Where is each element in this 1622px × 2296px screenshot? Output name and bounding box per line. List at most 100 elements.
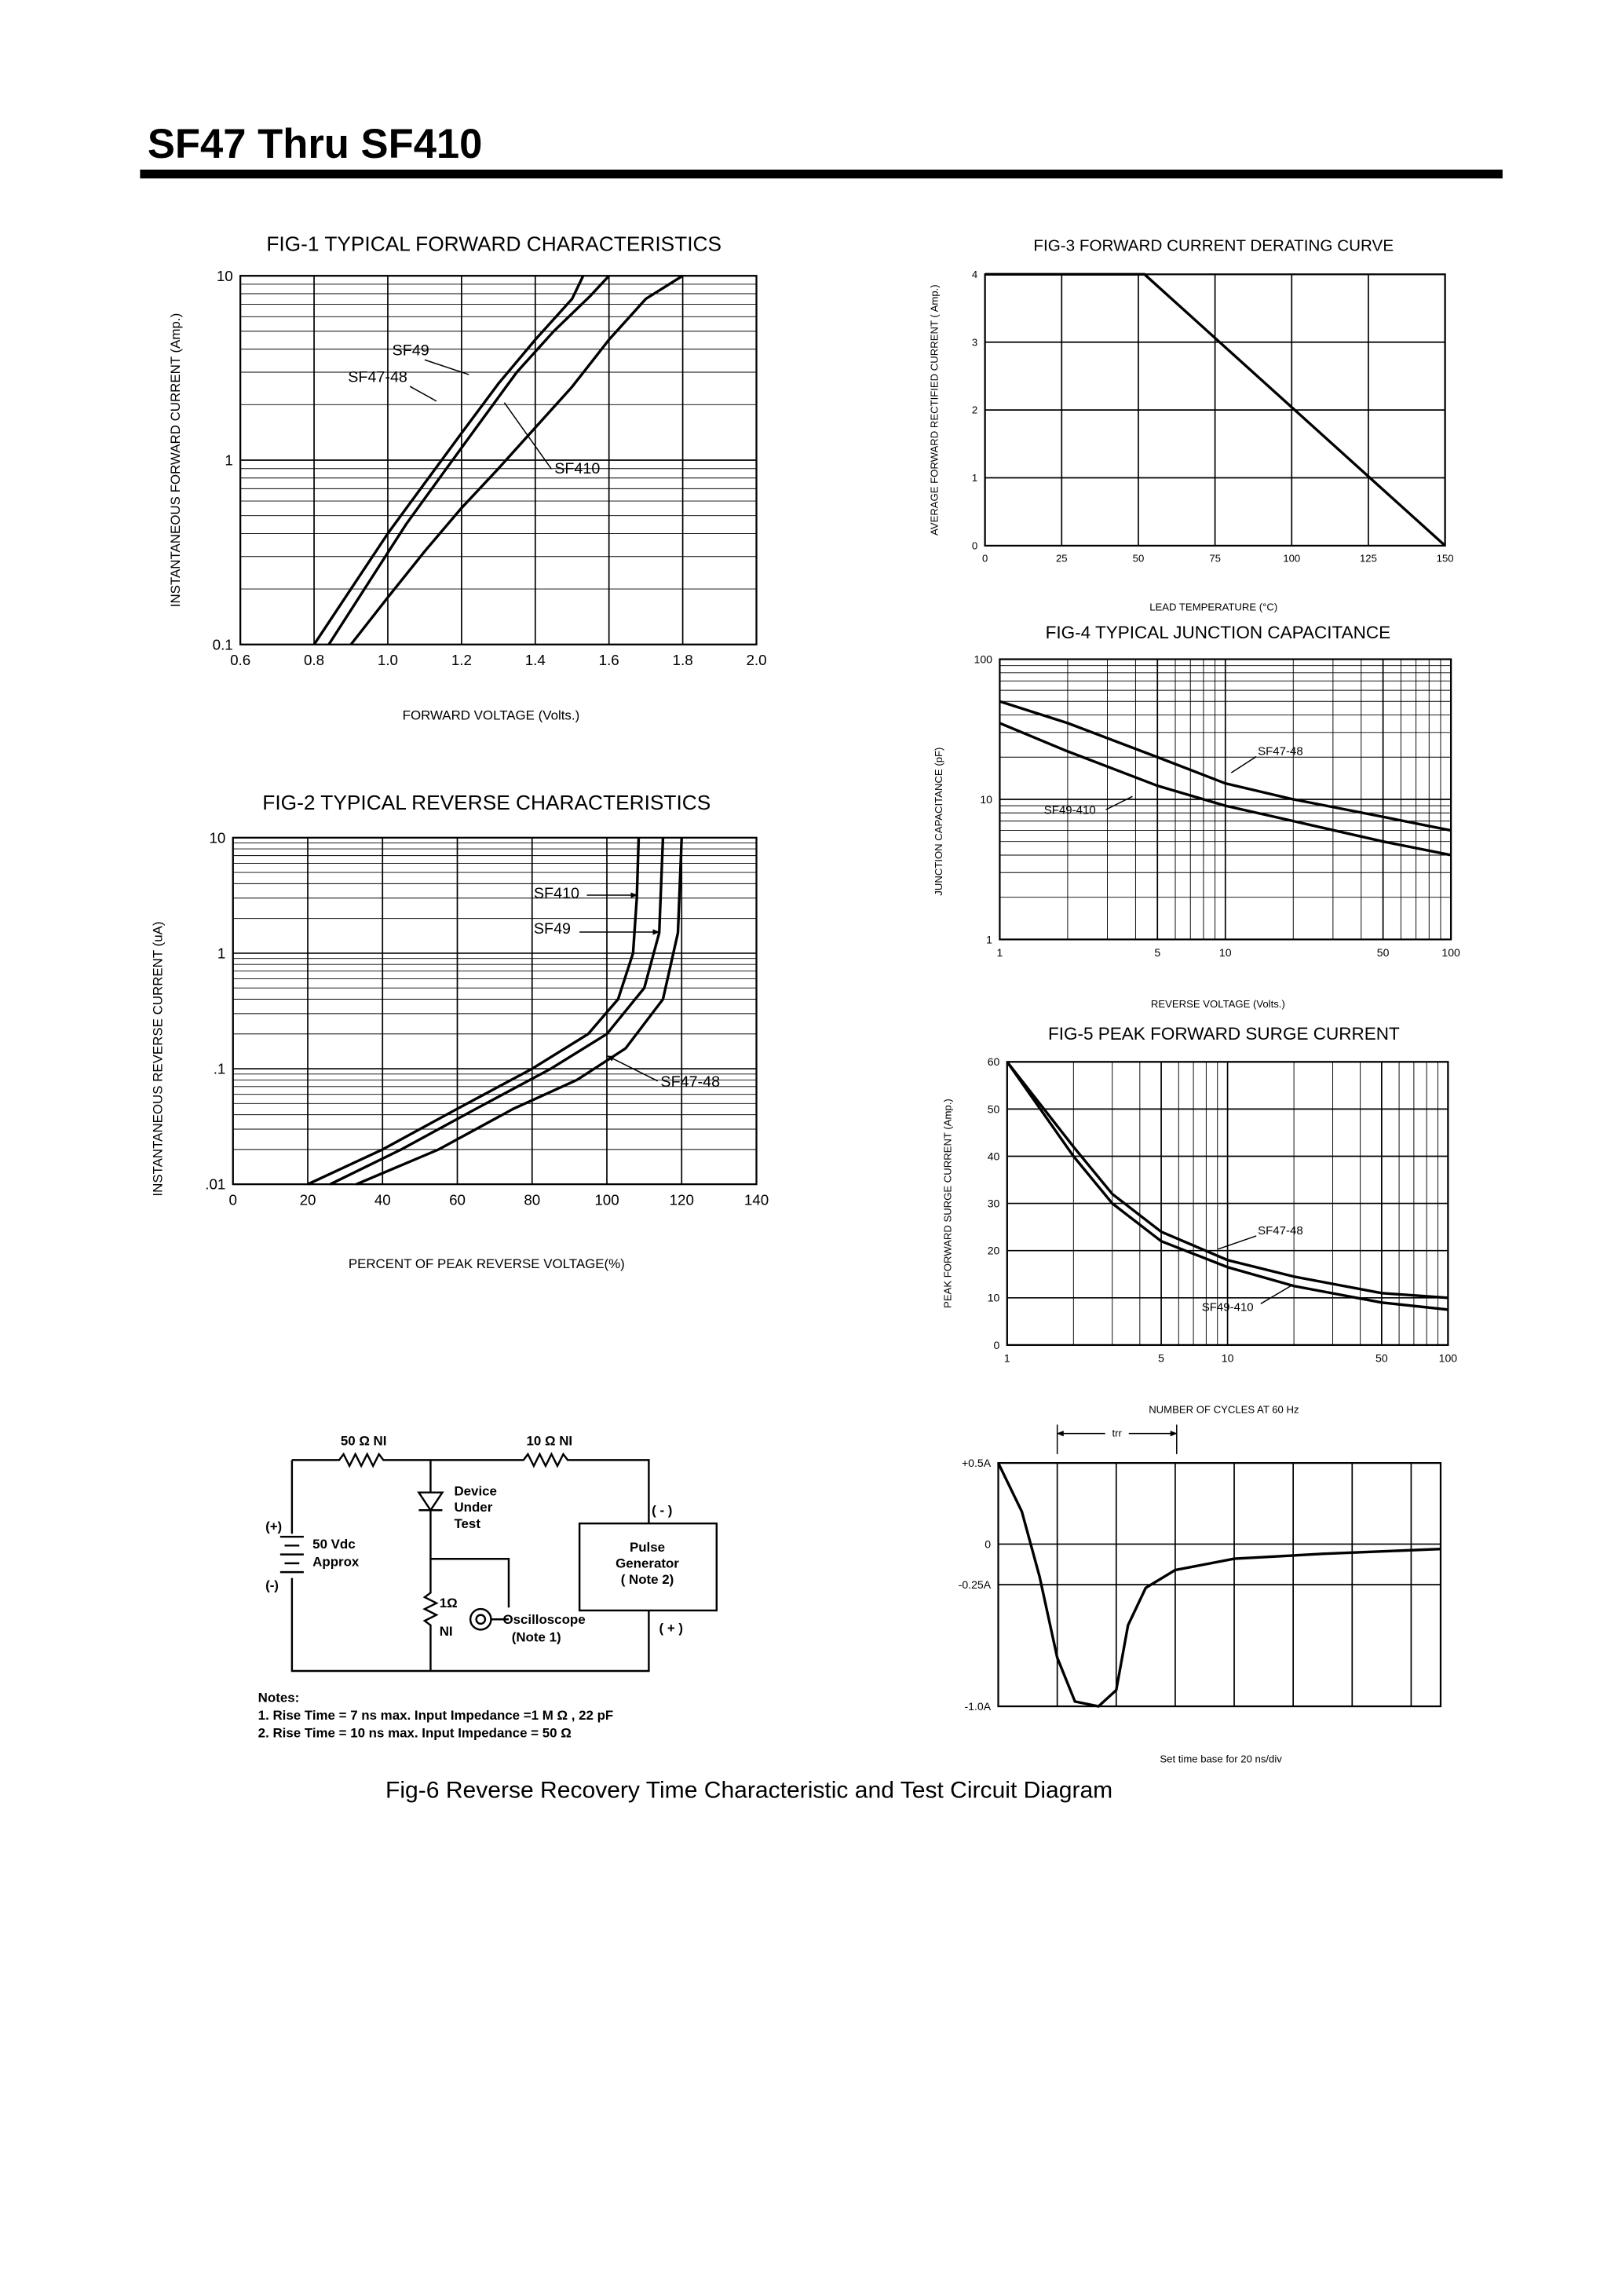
y-tick-label: 50 [988, 1102, 1000, 1115]
y-tick-label: .01 [205, 1176, 225, 1193]
x-tick-label: 100 [594, 1191, 619, 1208]
polarity-label: (+) [265, 1519, 282, 1534]
series-label: SF49-410 [1202, 1301, 1254, 1314]
chart-title: FIG-2 TYPICAL REVERSE CHARACTERISTICS [262, 791, 711, 814]
series-line [307, 837, 641, 1186]
y-tick-label: 0 [985, 1537, 991, 1550]
y-tick-label: 2 [972, 404, 977, 416]
leader-line [1218, 1235, 1257, 1250]
x-tick-label: 100 [1441, 946, 1460, 959]
dut-label: Device [454, 1483, 496, 1498]
x-axis-label: REVERSE VOLTAGE (Volts.) [1151, 998, 1285, 1010]
series-line [356, 837, 683, 1186]
dut-label: Test [454, 1516, 480, 1531]
series-label: SF49 [393, 342, 429, 360]
x-tick-label: 120 [670, 1191, 694, 1208]
supply-label: Approx [312, 1555, 360, 1570]
dut-label: Under [454, 1500, 492, 1515]
series-line [997, 1462, 1441, 1708]
series-label: SF410 [554, 460, 600, 477]
chart: 0 10 20 30 40 50 60 1 5 10 50 100 SF47-48 SF49-410 FIG… [941, 1024, 1457, 1415]
y-axis-label: INSTANTANEOUS FORWARD CURRENT (Amp.) [168, 313, 183, 607]
chart-title: FIG-4 TYPICAL JUNCTION CAPACITANCE [1046, 623, 1391, 642]
series-label: SF47-48 [1258, 1224, 1303, 1238]
x-tick-label: 1.4 [525, 652, 546, 668]
generator-label: ( Note 2) [621, 1572, 674, 1587]
y-tick-label: 1 [217, 945, 225, 962]
leader-line [503, 402, 553, 470]
series-line [985, 272, 1446, 547]
y-tick-label: 0 [972, 540, 977, 552]
y-tick-label: 30 [988, 1197, 1000, 1210]
chart-title: FIG-3 FORWARD CURRENT DERATING CURVE [1033, 236, 1394, 254]
series-line [329, 837, 665, 1186]
x-tick-label: 50 [1133, 553, 1145, 565]
x-axis-label: LEAD TEMPERATURE (°C) [1149, 601, 1277, 613]
y-axis-label: PEAK FORWARD SURGE CURRENT (Amp.) [941, 1099, 953, 1308]
x-tick-label: 25 [1056, 553, 1068, 565]
x-axis-label: FORWARD VOLTAGE (Volts.) [403, 708, 580, 723]
test-circuit: 50 Ω NI 10 Ω NI Device Under Test ( - ) … [258, 1434, 718, 1740]
y-tick-label: 40 [988, 1150, 1000, 1162]
y-tick-label: 1 [972, 472, 977, 484]
x-tick-label: 5 [1154, 946, 1160, 959]
y-tick-label: 10 [988, 1292, 1000, 1304]
x-tick-label: 10 [1219, 946, 1232, 959]
x-tick-label: 60 [449, 1191, 466, 1208]
scope-label: (Note 1) [512, 1629, 561, 1644]
y-tick-label: 4 [972, 269, 977, 280]
x-axis-label: PERCENT OF PEAK REVERSE VOLTAGE(%) [349, 1256, 625, 1271]
annotation: Set time base for 20 ns/div [1160, 1753, 1282, 1764]
polarity-label: ( - ) [652, 1503, 672, 1518]
series-line [312, 275, 585, 645]
chart-title: FIG-5 PEAK FORWARD SURGE CURRENT [1048, 1024, 1400, 1044]
figure-caption: Fig-6 Reverse Recovery Time Characterist… [385, 1777, 1112, 1803]
interval-label: trr [1112, 1427, 1123, 1439]
leader-line [409, 386, 437, 402]
series-line [999, 700, 1452, 832]
y-tick-label: 100 [974, 653, 993, 665]
x-tick-label: 125 [1360, 553, 1377, 565]
y-tick-label: 10 [217, 268, 233, 284]
series-label: SF47-48 [660, 1073, 720, 1091]
chart: +0.5A 0 -0.25A -1.0A Set time base for 20 ns… [959, 1424, 1442, 1764]
x-tick-label: 1.0 [378, 652, 398, 668]
notes: Notes: [258, 1690, 300, 1705]
y-tick-label: 3 [972, 336, 977, 348]
y-tick-label: 10 [209, 829, 225, 846]
resistor-label: 50 Ω NI [341, 1434, 387, 1449]
y-tick-label: 10 [980, 793, 992, 806]
leader-line [607, 1055, 659, 1082]
x-tick-label: 100 [1283, 553, 1300, 565]
leader-line [1260, 1284, 1294, 1304]
y-tick-label: 0 [994, 1339, 1000, 1351]
plot-frame [239, 275, 758, 645]
x-tick-label: 100 [1439, 1351, 1458, 1364]
series-line [999, 722, 1452, 857]
chart: 0 1 2 3 4 0 25 50 75 100 125 150 FIG-3 FORWARD CURRE… [929, 236, 1454, 612]
x-axis-label: NUMBER OF CYCLES AT 60 Hz [1149, 1403, 1299, 1415]
plot-frame [984, 273, 1446, 547]
resistor-label: 10 Ω NI [527, 1434, 573, 1449]
y-tick-label: -1.0A [964, 1700, 991, 1713]
x-tick-label: 40 [374, 1191, 391, 1208]
generator-label: Generator [616, 1556, 679, 1571]
scope-label: Oscilloscope [502, 1612, 585, 1627]
series-line [327, 275, 610, 645]
plot-frame [999, 658, 1452, 941]
y-tick-label: -0.25A [959, 1578, 992, 1591]
y-tick-label: .1 [214, 1061, 226, 1077]
y-axis-label: JUNCTION CAPACITANCE (pF) [933, 748, 944, 896]
plot-frame [1006, 1061, 1449, 1347]
series-label: SF49-410 [1044, 804, 1096, 817]
y-tick-label: 60 [988, 1055, 1000, 1068]
x-tick-label: 2.0 [746, 652, 766, 668]
x-tick-label: 50 [1377, 946, 1390, 959]
leader-line [424, 359, 469, 375]
series-line [1006, 1061, 1448, 1300]
chart: 0.1 1 10 0.6 0.8 1.0 1.2 1.4 1.6 1.8 2.0 SF49 SF47-4… [168, 232, 766, 722]
y-tick-label: 1 [986, 933, 992, 945]
